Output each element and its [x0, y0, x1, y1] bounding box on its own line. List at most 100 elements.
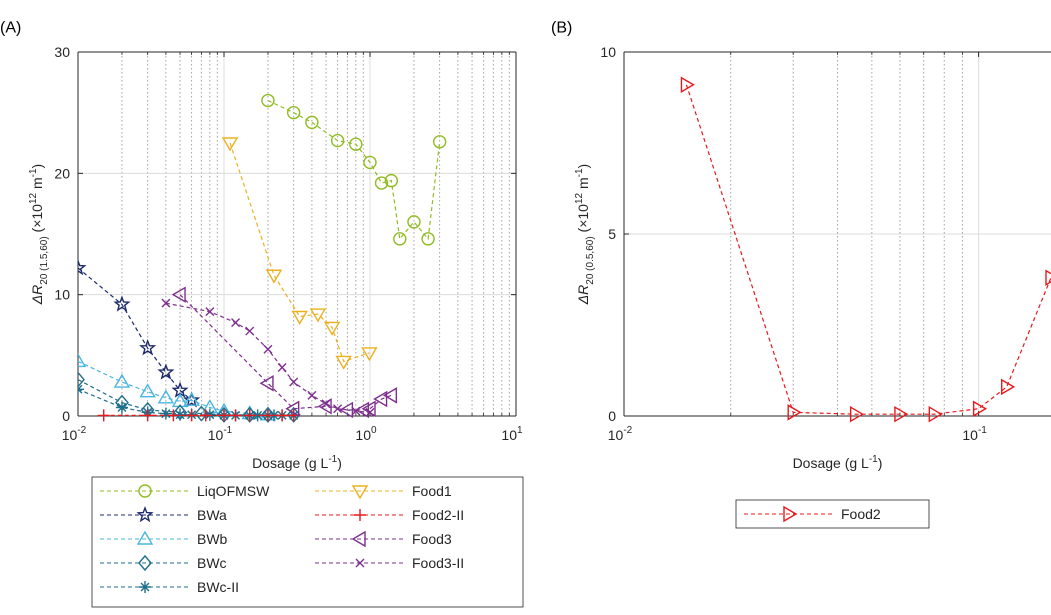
data-point	[229, 409, 242, 422]
data-point	[928, 405, 943, 423]
data-point	[432, 135, 447, 149]
x-tick-label: 10-1	[962, 425, 987, 443]
legend-marker	[355, 558, 365, 568]
series-food3-ii-line	[165, 302, 371, 413]
y-tick-label: 20	[54, 165, 70, 181]
chart-panel-2: (B) 10-2 10-1 0 5 10 Dosage (g L-1) ΔR20 (0.5,6…	[551, 19, 1051, 529]
data-point	[285, 400, 300, 417]
data-point	[221, 137, 239, 152]
data-point	[365, 407, 375, 417]
data-point	[171, 393, 189, 408]
legend-marker	[138, 554, 152, 572]
legend-label: LiqOFMSW	[197, 483, 270, 499]
axes: 10-2 10-1 0 5 10 Dosage (g L-1) ΔR20 (0.5,60) …	[574, 44, 1051, 471]
data-point	[245, 326, 255, 336]
data-point	[305, 115, 319, 130]
series-food3-line	[179, 294, 392, 411]
data-point	[323, 321, 341, 336]
data-point	[78, 383, 84, 396]
y-tick-label: 10	[54, 287, 70, 303]
data-point	[787, 404, 802, 421]
panel-label: (B)	[551, 19, 572, 36]
data-point	[251, 409, 264, 422]
series-group	[78, 93, 447, 423]
series-group	[680, 76, 1051, 423]
y-tick-label: 0	[608, 408, 616, 424]
data-point	[373, 390, 388, 408]
data-point	[243, 409, 256, 422]
legend-label: BWa	[197, 507, 227, 523]
data-point	[309, 308, 327, 323]
series-bwa-line	[78, 267, 192, 401]
data-point	[174, 408, 187, 421]
legend-label: Food2	[841, 506, 881, 522]
data-point	[289, 377, 299, 387]
data-point	[157, 389, 175, 404]
data-point	[139, 339, 157, 356]
legend: LiqOFMSW BWa BWb BWc BWc-II Food1 Food2-II Food…	[91, 476, 524, 608]
data-point	[361, 347, 378, 362]
data-point	[199, 409, 212, 422]
data-point	[261, 409, 274, 422]
x-tick-label: 10-2	[62, 425, 87, 443]
data-point	[286, 406, 301, 423]
data-point	[167, 409, 180, 422]
legend-label: Food3-II	[412, 555, 464, 571]
grid	[624, 52, 1051, 416]
data-point	[338, 401, 354, 419]
y-axis-label: ΔR20 (0.5,60) (×1012 m-1)	[574, 164, 596, 305]
data-point	[407, 215, 421, 229]
legend-label: Food1	[412, 483, 452, 499]
legend-label: BWc-II	[197, 579, 239, 595]
y-tick-label: 10	[600, 44, 616, 60]
legend-box	[91, 476, 524, 608]
data-point	[849, 405, 865, 423]
series-food3	[171, 286, 398, 419]
data-point	[259, 375, 274, 392]
legend: Food2	[735, 499, 930, 529]
data-point	[242, 406, 257, 423]
y-axis-label: ΔR20 (1.5,60) (×1012 m-1)	[28, 164, 50, 305]
data-point	[382, 387, 398, 404]
data-point	[161, 298, 171, 308]
grid	[78, 52, 516, 416]
data-point	[384, 173, 399, 188]
data-point	[363, 155, 377, 170]
data-point	[263, 344, 273, 354]
series-bwb-line	[78, 360, 268, 416]
data-point	[115, 401, 128, 414]
data-point	[218, 409, 230, 422]
series-food1-line	[229, 142, 370, 363]
x-tick-label: 10-1	[208, 425, 233, 443]
legend-marker	[139, 581, 151, 593]
data-point	[231, 318, 241, 328]
series-bwc-line	[78, 379, 294, 416]
data-point	[972, 400, 988, 417]
data-point	[307, 390, 317, 400]
y-tick-label: 0	[62, 408, 70, 424]
data-point	[265, 269, 283, 284]
data-point	[185, 409, 198, 422]
legend-label: BWc	[197, 555, 227, 571]
x-tick-label: 100	[355, 425, 377, 443]
data-point	[421, 232, 435, 246]
data-point	[321, 399, 331, 409]
series-liqofmsw	[261, 93, 447, 246]
series-food2-line	[685, 84, 1051, 415]
data-point	[261, 93, 275, 108]
data-point	[374, 176, 389, 190]
data-point	[113, 373, 131, 388]
data-point	[1000, 378, 1016, 396]
y-tick-label: 30	[54, 44, 70, 60]
y-tick-label: 5	[608, 226, 616, 242]
legend-label: BWb	[197, 531, 228, 547]
data-point	[277, 362, 287, 372]
data-point	[335, 355, 352, 370]
series-food1	[221, 137, 378, 370]
data-point	[894, 405, 909, 423]
data-point	[78, 371, 85, 388]
legend-marker	[783, 505, 798, 523]
data-point	[291, 310, 308, 325]
